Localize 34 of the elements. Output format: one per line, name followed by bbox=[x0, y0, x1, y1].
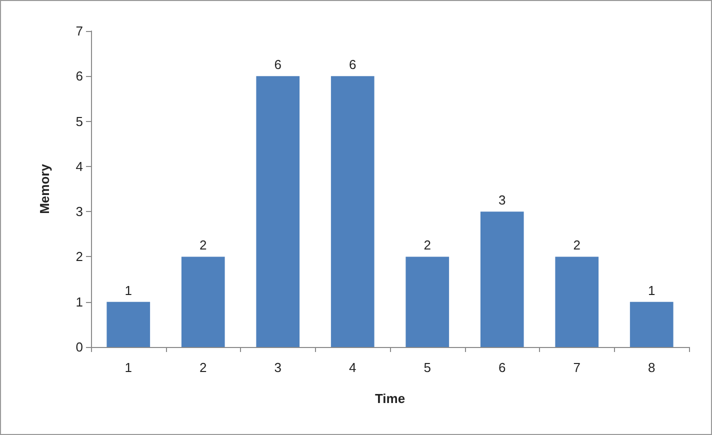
bar bbox=[555, 256, 599, 347]
y-tick-label: 2 bbox=[76, 249, 83, 264]
y-axis-title: Memory bbox=[37, 163, 52, 214]
bar bbox=[256, 76, 300, 347]
y-tick-label: 3 bbox=[76, 204, 83, 220]
y-tick-label: 4 bbox=[76, 158, 83, 174]
x-axis-title: Time bbox=[374, 391, 406, 406]
x-tick-label: 3 bbox=[274, 360, 282, 375]
bar bbox=[106, 302, 150, 347]
data-label: 1 bbox=[124, 282, 132, 298]
x-tick-label: 5 bbox=[424, 360, 431, 375]
x-tick-label: 1 bbox=[124, 360, 132, 375]
data-label: 6 bbox=[349, 57, 356, 72]
data-label: 1 bbox=[648, 282, 656, 298]
y-tick-label: 6 bbox=[76, 68, 83, 84]
x-tick-label: 4 bbox=[349, 360, 356, 375]
y-tick-label: 1 bbox=[76, 294, 83, 310]
bar bbox=[480, 212, 524, 347]
data-label: 3 bbox=[498, 192, 506, 208]
y-tick-label: 0 bbox=[76, 340, 83, 354]
data-label: 2 bbox=[200, 238, 207, 253]
bar bbox=[406, 256, 450, 347]
x-tick-label: 6 bbox=[498, 360, 506, 375]
x-tick-label: 7 bbox=[573, 360, 580, 375]
y-tick-label: 7 bbox=[76, 24, 83, 38]
data-label: 6 bbox=[274, 57, 282, 72]
data-label: 2 bbox=[424, 238, 431, 253]
data-label: 2 bbox=[573, 238, 580, 253]
x-tick-label: 8 bbox=[648, 360, 656, 375]
bar bbox=[630, 302, 674, 347]
bar bbox=[330, 76, 374, 347]
x-tick-label: 2 bbox=[200, 360, 207, 375]
y-tick-label: 5 bbox=[76, 114, 83, 129]
bar bbox=[181, 256, 225, 347]
